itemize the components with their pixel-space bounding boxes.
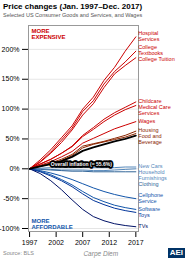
svg-text:2017: 2017: [128, 239, 144, 246]
svg-text:CellphoneService: CellphoneService: [138, 192, 163, 204]
html-text:Selected US Consumer Goods and: Selected US Consumer Goods and Services,…: [3, 12, 143, 18]
html-text:Price changes (Jan. 1997–Dec.: Price changes (Jan. 1997–Dec. 2017): [3, 2, 143, 11]
html-text:Source: BLS: Source: BLS: [3, 250, 34, 256]
svg-text:Food andBeverage: Food andBeverage: [138, 133, 162, 145]
svg-text:-50%: -50%: [3, 195, 19, 202]
svg-text:MOREAFFORDABLE: MOREAFFORDABLE: [32, 218, 73, 230]
svg-text:2012: 2012: [101, 239, 117, 246]
svg-text:Software: Software: [138, 205, 161, 212]
svg-text:Housing: Housing: [138, 127, 159, 134]
svg-text:200%: 200%: [2, 46, 20, 53]
html-text:Carpe Diem: Carpe Diem: [83, 249, 119, 257]
svg-text:Clothing: Clothing: [138, 181, 158, 187]
svg-text:College Tuition: College Tuition: [138, 56, 174, 62]
svg-text:150%: 150%: [2, 75, 20, 82]
html-text:AEI: AEI: [169, 248, 183, 257]
svg-text:Medical CareServices: Medical CareServices: [138, 104, 170, 116]
svg-text:Wages: Wages: [138, 118, 155, 124]
svg-text:100%: 100%: [2, 105, 20, 112]
svg-text:1997: 1997: [22, 239, 38, 246]
svg-text:Childcare: Childcare: [138, 98, 162, 105]
svg-text:HouseholdFurnishings: HouseholdFurnishings: [138, 169, 167, 181]
svg-text:CollegeTextbooks: CollegeTextbooks: [138, 44, 163, 56]
svg-text:-100%: -100%: [0, 225, 20, 232]
svg-text:TVs: TVs: [138, 223, 148, 229]
svg-text:MOREEXPENSIVE: MOREEXPENSIVE: [32, 28, 66, 40]
svg-text:Overall inflation (= 55.6%): Overall inflation (= 55.6%): [51, 161, 112, 167]
svg-text:Toys: Toys: [138, 212, 150, 218]
svg-text:50%: 50%: [5, 135, 19, 142]
svg-text:2002: 2002: [48, 239, 64, 246]
svg-text:2007: 2007: [75, 239, 91, 246]
svg-text:HospitalServices: HospitalServices: [138, 30, 159, 42]
svg-text:New Cars: New Cars: [138, 163, 163, 170]
svg-text:0%: 0%: [9, 165, 19, 172]
